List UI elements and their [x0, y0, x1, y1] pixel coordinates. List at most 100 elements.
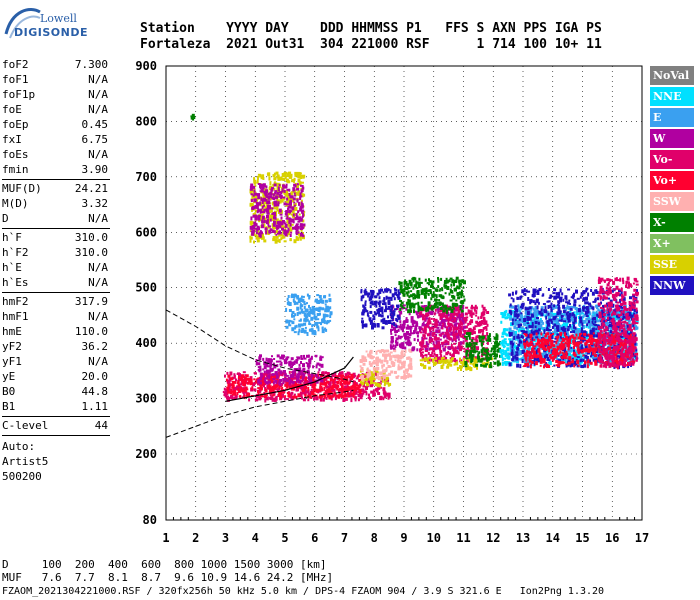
echo-point: [517, 307, 520, 312]
echo-point: [338, 391, 341, 395]
echo-point: [264, 394, 268, 397]
echo-point: [479, 329, 483, 332]
echo-point: [235, 386, 239, 391]
x-tick-label: 4: [252, 531, 259, 545]
echo-point: [298, 356, 301, 360]
echo-point: [547, 312, 550, 316]
echo-point: [286, 356, 289, 361]
echo-point: [249, 238, 252, 243]
echo-point: [475, 336, 478, 341]
echo-point: [314, 354, 318, 357]
echo-point: [352, 372, 356, 376]
echo-point: [532, 307, 535, 311]
echo-point: [254, 184, 257, 187]
echo-point: [290, 379, 293, 384]
echo-point: [593, 325, 596, 330]
echo-point: [286, 218, 289, 223]
echo-point: [226, 386, 230, 390]
echo-point: [267, 358, 270, 362]
echo-point: [470, 319, 474, 324]
echo-point: [256, 228, 259, 231]
echo-point: [578, 304, 581, 307]
echo-point: [289, 366, 293, 369]
echo-point: [223, 391, 226, 395]
echo-point: [275, 233, 278, 236]
echo-point: [280, 216, 283, 220]
echo-point: [568, 312, 572, 316]
echo-point: [560, 337, 563, 340]
param-name: MUF(D): [2, 182, 42, 195]
echo-point: [560, 327, 563, 331]
echo-point: [410, 332, 414, 335]
echo-point: [390, 370, 394, 374]
echo-point: [402, 321, 406, 325]
echo-point: [244, 389, 247, 393]
echo-point: [287, 224, 290, 227]
echo-point: [477, 353, 480, 356]
echo-point: [465, 336, 468, 340]
echo-point: [400, 354, 404, 359]
echo-point: [278, 208, 282, 213]
echo-point: [298, 182, 301, 186]
echo-point: [571, 327, 575, 332]
echo-point: [475, 339, 479, 343]
echo-point: [270, 378, 274, 383]
echo-point: [462, 333, 465, 336]
echo-point: [423, 364, 427, 369]
echo-point: [301, 233, 303, 236]
echo-point: [361, 381, 365, 386]
echo-point: [475, 306, 478, 310]
echo-point: [295, 375, 299, 379]
echo-point: [360, 393, 364, 396]
echo-point: [284, 193, 288, 196]
echo-point: [257, 232, 261, 235]
echo-point: [529, 302, 532, 305]
echo-point: [341, 371, 344, 375]
param-name: hmF1: [2, 310, 29, 323]
echo-point: [269, 191, 273, 195]
echo-point: [304, 393, 307, 398]
echo-point: [389, 355, 393, 358]
echo-point: [282, 379, 285, 383]
echo-point: [594, 330, 597, 333]
echo-point: [361, 388, 365, 393]
echo-point: [252, 229, 256, 232]
echo-point: [256, 239, 260, 243]
echo-point: [462, 316, 464, 320]
param-value: 310.0: [74, 231, 108, 244]
echo-point: [269, 394, 272, 397]
echo-point: [506, 316, 509, 320]
echo-point: [364, 373, 368, 376]
echo-point: [318, 388, 322, 392]
echo-point: [517, 329, 520, 333]
param-name: foF1p: [2, 88, 36, 101]
echo-point: [367, 380, 371, 384]
echo-point: [354, 398, 357, 402]
echo-point: [567, 318, 571, 323]
echo-point: [525, 327, 528, 332]
echo-point: [454, 346, 457, 351]
echo-point: [344, 373, 348, 377]
echo-point: [540, 323, 543, 327]
echo-point: [283, 373, 287, 377]
echo-point: [251, 206, 254, 210]
echo-point: [351, 373, 354, 377]
echo-point: [294, 173, 298, 177]
echo-point: [359, 365, 362, 368]
param-group2-1: M(D) 3.32: [2, 197, 108, 211]
echo-point: [520, 350, 523, 355]
echo-point: [502, 328, 506, 332]
echo-point: [410, 319, 413, 323]
echo-point: [592, 320, 596, 324]
echo-point: [461, 363, 464, 366]
echo-point: [385, 374, 389, 377]
param-value: N/A: [88, 88, 108, 101]
echo-point: [466, 330, 470, 334]
echo-point: [262, 220, 265, 224]
echo-point: [253, 179, 257, 183]
echo-point: [296, 171, 300, 176]
echo-point: [419, 313, 421, 318]
echo-point: [472, 349, 475, 353]
echo-point: [274, 386, 277, 388]
echo-point: [266, 376, 269, 380]
